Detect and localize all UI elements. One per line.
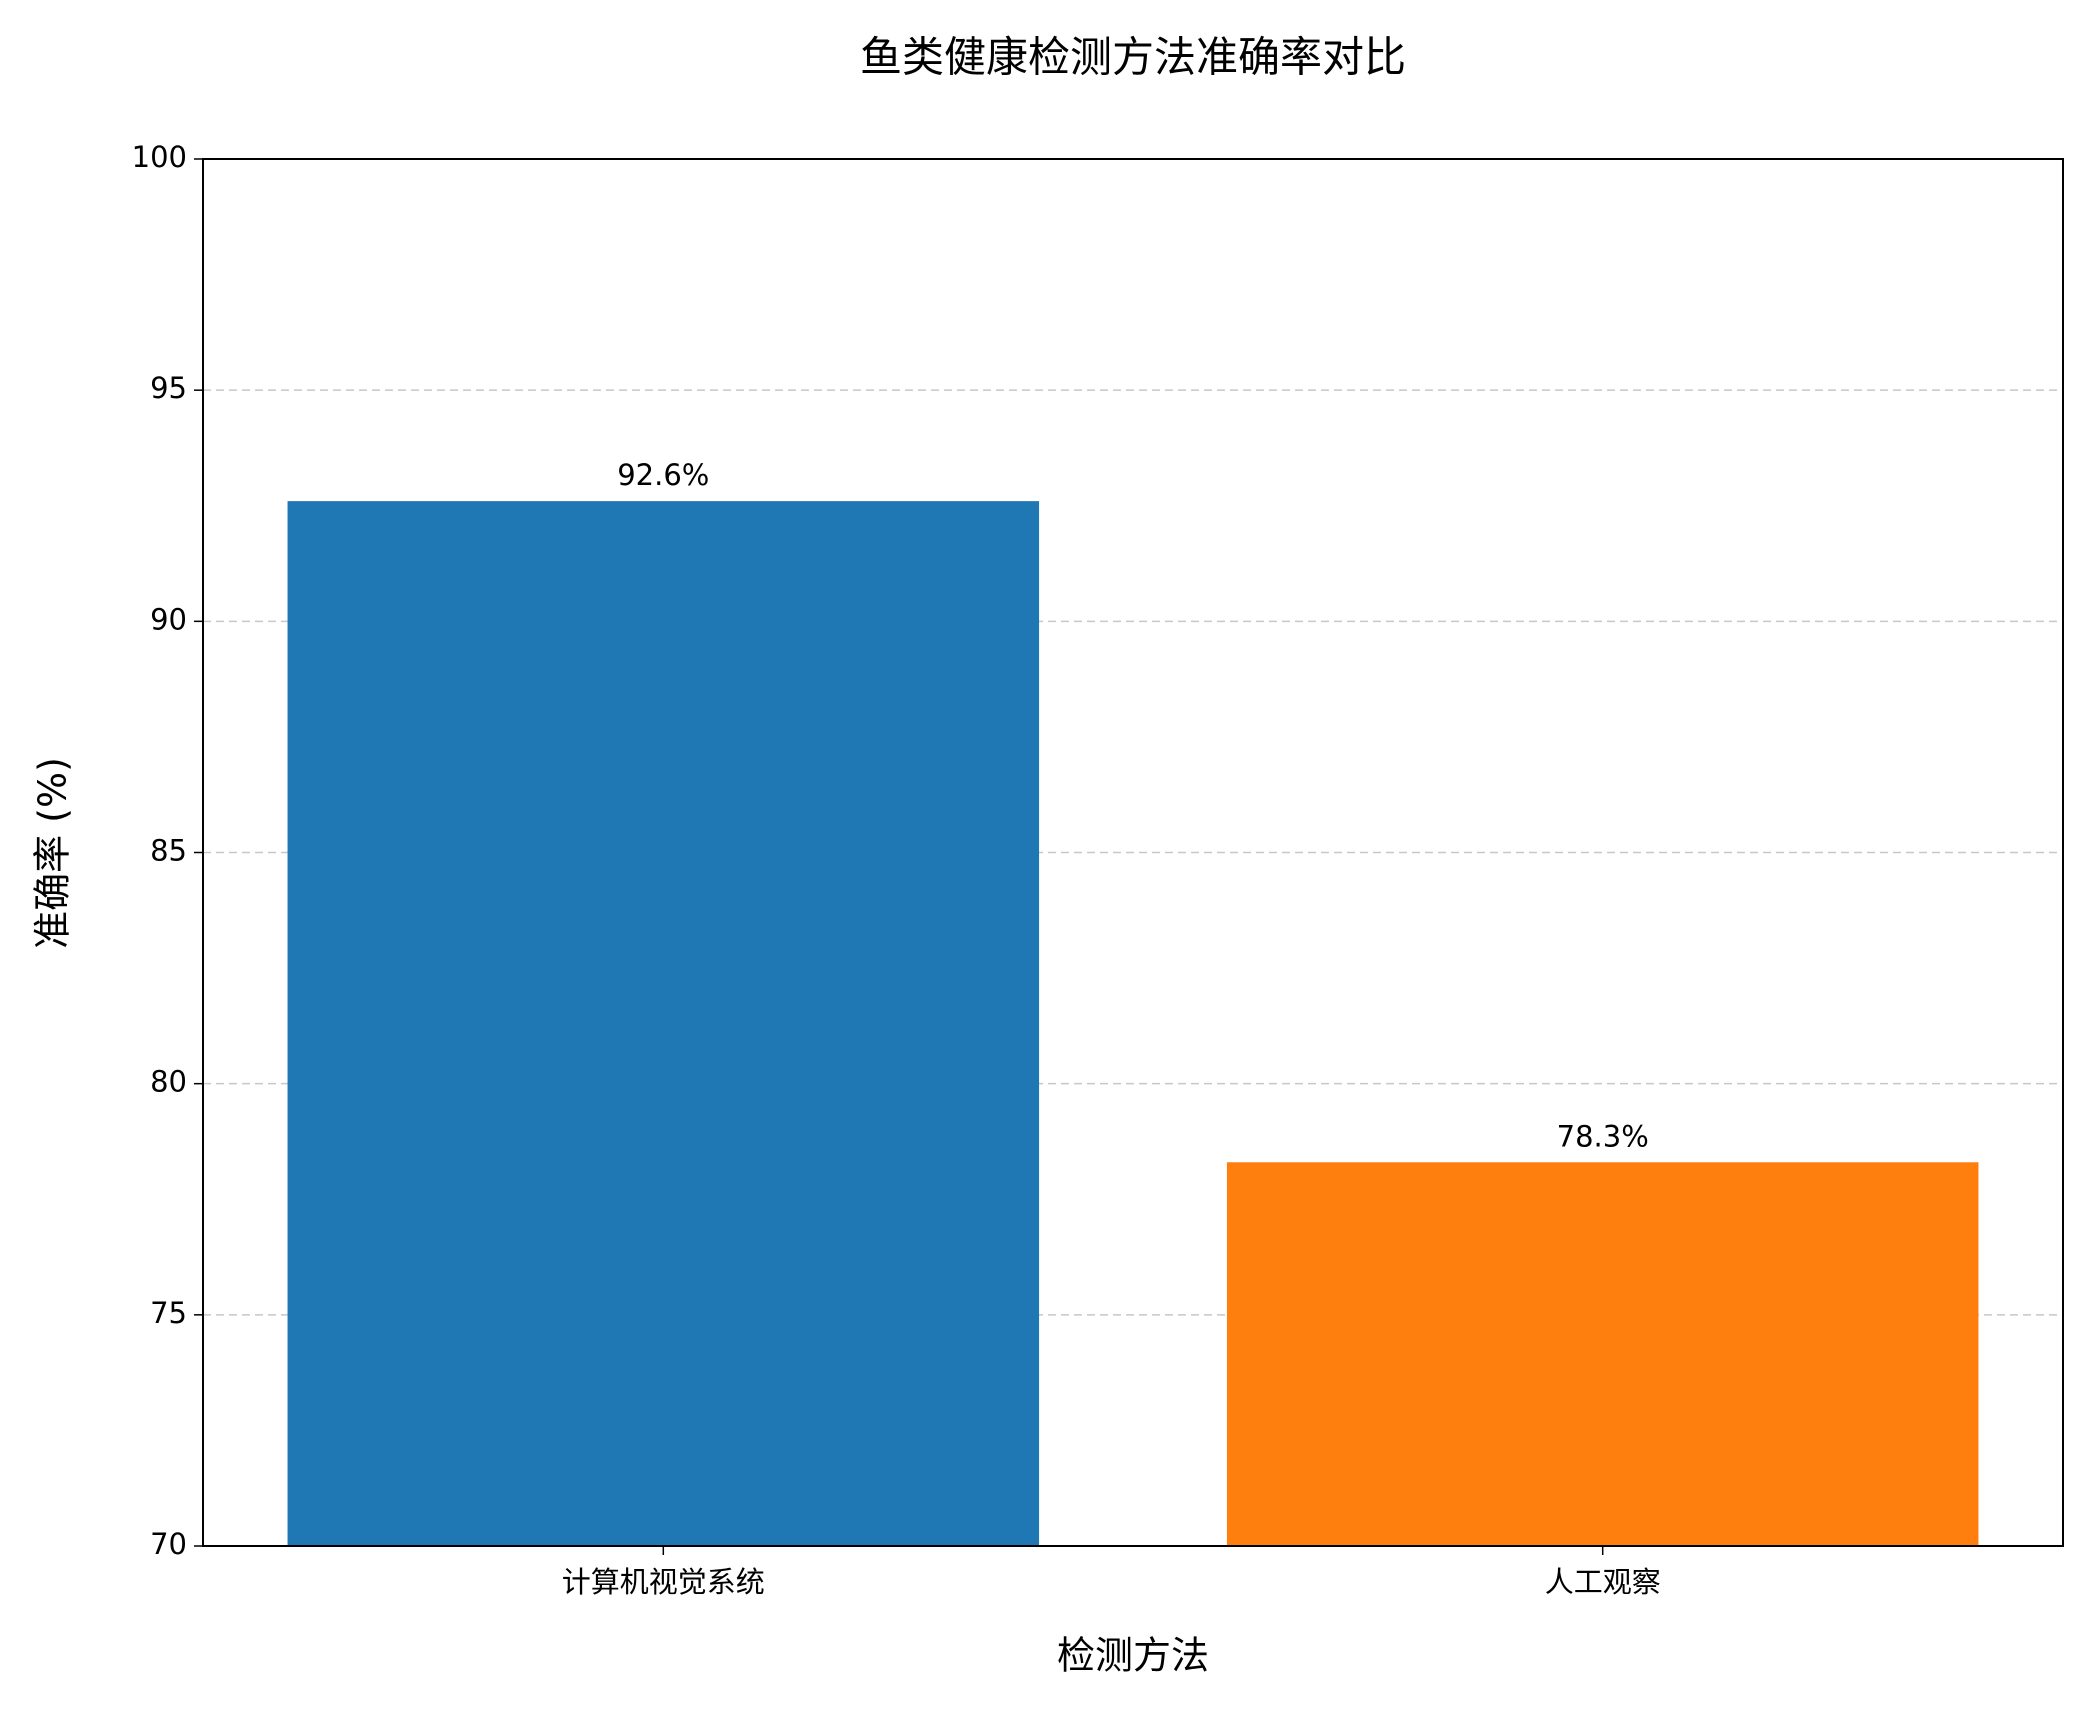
y-tick-label: 90 xyxy=(150,602,187,636)
y-tick-label: 75 xyxy=(150,1296,187,1330)
value-label: 92.6% xyxy=(617,458,709,492)
chart-title: 鱼类健康检测方法准确率对比 xyxy=(860,33,1406,82)
x-tick-label: 人工观察 xyxy=(1545,1565,1661,1599)
y-tick-label: 95 xyxy=(150,371,187,405)
y-tick-label: 85 xyxy=(150,834,187,868)
y-tick-label: 70 xyxy=(150,1527,187,1561)
bar xyxy=(287,501,1040,1546)
y-axis-label: 准确率 (%) xyxy=(31,757,75,949)
bar xyxy=(1226,1162,1979,1546)
y-tick-label: 100 xyxy=(132,140,187,174)
x-axis-label: 检测方法 xyxy=(1057,1634,1209,1678)
x-tick-label: 计算机视觉系统 xyxy=(562,1565,765,1599)
value-label: 78.3% xyxy=(1557,1119,1649,1153)
y-tick-label: 80 xyxy=(150,1065,187,1099)
plot-frame xyxy=(202,158,2064,1547)
